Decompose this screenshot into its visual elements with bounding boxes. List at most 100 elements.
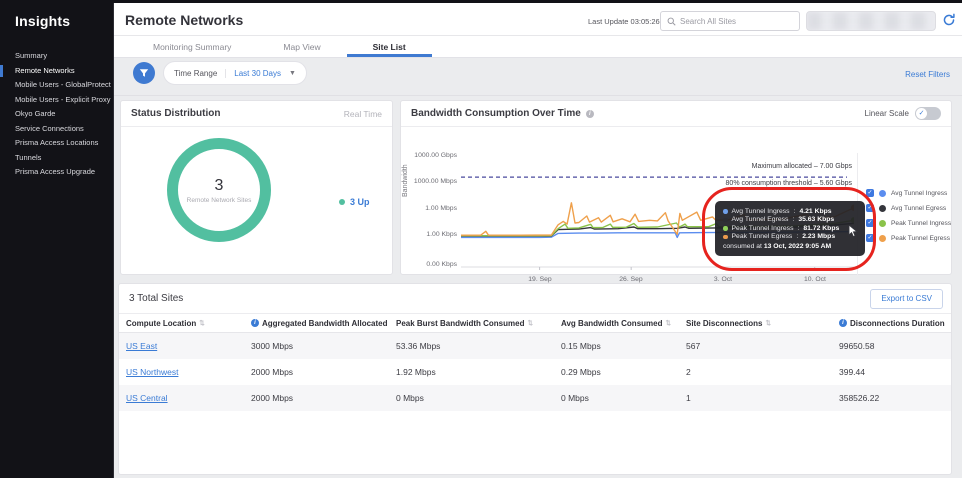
time-range-value: Last 30 Days [234, 68, 281, 78]
search-icon [667, 17, 676, 26]
site-link[interactable]: US East [126, 341, 158, 351]
col-aggregated-bandwidth[interactable]: i Aggregated Bandwidth Allocated [251, 319, 396, 328]
redacted-account-box [806, 11, 936, 31]
sort-icon[interactable]: ⇅ [527, 320, 533, 327]
donut-count: 3 [214, 176, 224, 194]
avg-ingress-dot [723, 209, 728, 214]
site-link[interactable]: US Northwest [126, 367, 179, 377]
ytick-1mbps: 1.00 Mbps [425, 205, 457, 212]
linear-scale-control: Linear Scale ✓ [865, 107, 941, 120]
legend-item-peak-ingress[interactable]: ✓ Peak Tunnel Ingress [866, 219, 952, 227]
col-peak-burst[interactable]: Peak Burst Bandwidth Consumed ⇅ [396, 318, 533, 328]
tab-site-list[interactable]: Site List [346, 36, 432, 57]
table-row-us-central: US Central 2000 Mbps 0 Mbps 0 Mbps 1 358… [119, 385, 951, 411]
sidebar-item-tunnels[interactable]: Tunnels [15, 152, 42, 162]
sidebar-item-remote-networks[interactable]: Remote Networks [0, 64, 113, 79]
checkbox-checked[interactable]: ✓ [866, 234, 874, 242]
table-title: 3 Total Sites [129, 293, 184, 304]
sort-icon[interactable]: ⇅ [765, 320, 771, 327]
sidebar-item-mobile-users-explicit-proxy[interactable]: Mobile Users - Explicit Proxy [15, 94, 111, 104]
col-site-disconnections[interactable]: Site Disconnections ⇅ [686, 318, 771, 328]
checkbox-checked[interactable]: ✓ [866, 204, 874, 212]
legend-item-peak-egress[interactable]: ✓ Peak Tunnel Egress [866, 234, 951, 242]
sidebar-item-mobile-users-globalprotect[interactable]: Mobile Users - GlobalProtect [15, 80, 111, 89]
table-header-bar: 3 Total Sites Export to CSV [119, 284, 951, 314]
tooltip-row-peak-ingress: Peak Tunnel Ingress: 81.72 Kbps [723, 224, 857, 233]
redacted-blur [807, 12, 935, 30]
avg-egress-legend-dot [879, 204, 886, 212]
sidebar-item-summary[interactable]: Summary [15, 51, 48, 60]
site-link[interactable]: US Central [126, 393, 168, 403]
peak-egress-legend-dot [879, 234, 886, 242]
ytick-0kbps: 0.00 Kbps [426, 261, 457, 268]
ytick-1000gbps: 1000.00 Gbps [414, 152, 457, 159]
avg-egress-dot [723, 217, 728, 222]
tooltip-row-peak-egress: Peak Tunnel Egress: 2.23 Mbps [723, 233, 857, 242]
status-card-title: Status Distribution [131, 108, 221, 119]
real-time-badge: Real Time [343, 108, 382, 119]
bandwidth-card-title: Bandwidth Consumption Over Time [411, 108, 581, 119]
legend-item-avg-ingress[interactable]: ✓ Avg Tunnel Ingress [866, 189, 948, 197]
sidebar-nav: Summary Remote Networks Mobile Users - G… [0, 49, 113, 180]
refresh-icon [943, 13, 955, 26]
up-status-dot [339, 199, 345, 205]
info-icon[interactable]: i [839, 319, 847, 327]
chevron-down-icon: ▼ [288, 69, 296, 77]
search-input[interactable] [680, 16, 790, 26]
max-allocated-annotation: Maximum allocated – 7.00 Gbps [751, 163, 852, 170]
sites-table-card: 3 Total Sites Export to CSV Compute Loca… [118, 283, 952, 475]
mouse-cursor-icon [848, 224, 859, 243]
info-icon[interactable]: i [585, 109, 594, 118]
sidebar-item-prisma-access-upgrade[interactable]: Prisma Access Upgrade [15, 167, 96, 176]
export-csv-button[interactable]: Export to CSV [870, 288, 943, 309]
xtick-26-sep: 26. Sep [619, 276, 643, 283]
checkbox-checked[interactable]: ✓ [866, 219, 874, 227]
reset-filters-link[interactable]: Reset Filters [905, 70, 950, 79]
tab-monitoring-summary[interactable]: Monitoring Summary [153, 41, 232, 52]
sidebar-title: Insights [15, 13, 71, 29]
peak-ingress-legend-dot [879, 219, 886, 227]
checkbox-checked[interactable]: ✓ [866, 189, 874, 197]
status-donut-chart[interactable]: 3 Remote Network Sites [167, 138, 271, 242]
time-range-dropdown[interactable]: Time Range Last 30 Days ▼ [163, 61, 307, 85]
funnel-icon [139, 69, 149, 77]
col-disconnections-duration[interactable]: i Disconnections Duration [839, 319, 951, 328]
tooltip-row-avg-egress: Avg Tunnel Egress: 35.63 Kbps [723, 216, 857, 225]
info-icon[interactable]: i [251, 319, 259, 327]
sidebar: Insights Summary Remote Networks Mobile … [0, 0, 114, 478]
ytick-1kbps: 1.00 Kbps [426, 231, 457, 238]
col-avg-consumed[interactable]: Avg Bandwidth Consumed ⇅ [561, 318, 671, 328]
chart-tooltip: Avg Tunnel Ingress: 4.21 Kbps Avg Tunnel… [715, 201, 865, 256]
linear-scale-toggle[interactable]: ✓ [915, 107, 941, 120]
tab-bar: Monitoring Summary Map View Site List [114, 36, 962, 58]
sort-icon[interactable]: ⇅ [199, 320, 205, 327]
sidebar-item-service-connections[interactable]: Service Connections [15, 123, 84, 133]
refresh-button[interactable] [942, 13, 956, 27]
top-bar [0, 0, 962, 3]
filter-button[interactable] [133, 62, 155, 84]
site-search[interactable] [660, 11, 800, 31]
table-body: US East 3000 Mbps 53.36 Mbps 0.15 Mbps 5… [119, 333, 951, 411]
peak-ingress-dot [723, 226, 728, 231]
sidebar-item-okyo-garde[interactable]: Okyo Garde [15, 109, 56, 118]
legend-item-avg-egress[interactable]: ✓ Avg Tunnel Egress [866, 204, 947, 212]
ytick-1000mbps: 1000.00 Mbps [413, 178, 457, 185]
avg-ingress-legend-dot [879, 189, 886, 197]
status-legend-item-up[interactable]: 3 Up [339, 197, 370, 207]
table-row-us-northwest: US Northwest 2000 Mbps 1.92 Mbps 0.29 Mb… [126, 367, 865, 377]
table-row-us-east: US East 3000 Mbps 53.36 Mbps 0.15 Mbps 5… [119, 333, 951, 359]
chart-legend: ✓ Avg Tunnel Ingress ✓ Avg Tunnel Egress… [857, 153, 953, 276]
col-compute-location[interactable]: Compute Location ⇅ [126, 318, 205, 328]
bandwidth-card: Bandwidth Consumption Over Time i Linear… [400, 100, 953, 295]
tooltip-timestamp: consumed at 13 Oct, 2022 9:05 AM [723, 243, 832, 250]
tab-map-view[interactable]: Map View [283, 41, 321, 52]
sort-icon[interactable]: ⇅ [665, 320, 671, 327]
xtick-10-oct: 10. Oct [804, 276, 826, 283]
status-card-header: Status Distribution Real Time [121, 101, 392, 127]
toggle-knob-check-icon: ✓ [916, 108, 927, 119]
table-column-headers: Compute Location ⇅ i Aggregated Bandwidth … [119, 314, 951, 333]
xtick-19-sep: 19. Sep [528, 276, 552, 283]
peak-egress-dot [723, 234, 728, 239]
sidebar-item-prisma-access-locations[interactable]: Prisma Access Locations [15, 138, 99, 147]
